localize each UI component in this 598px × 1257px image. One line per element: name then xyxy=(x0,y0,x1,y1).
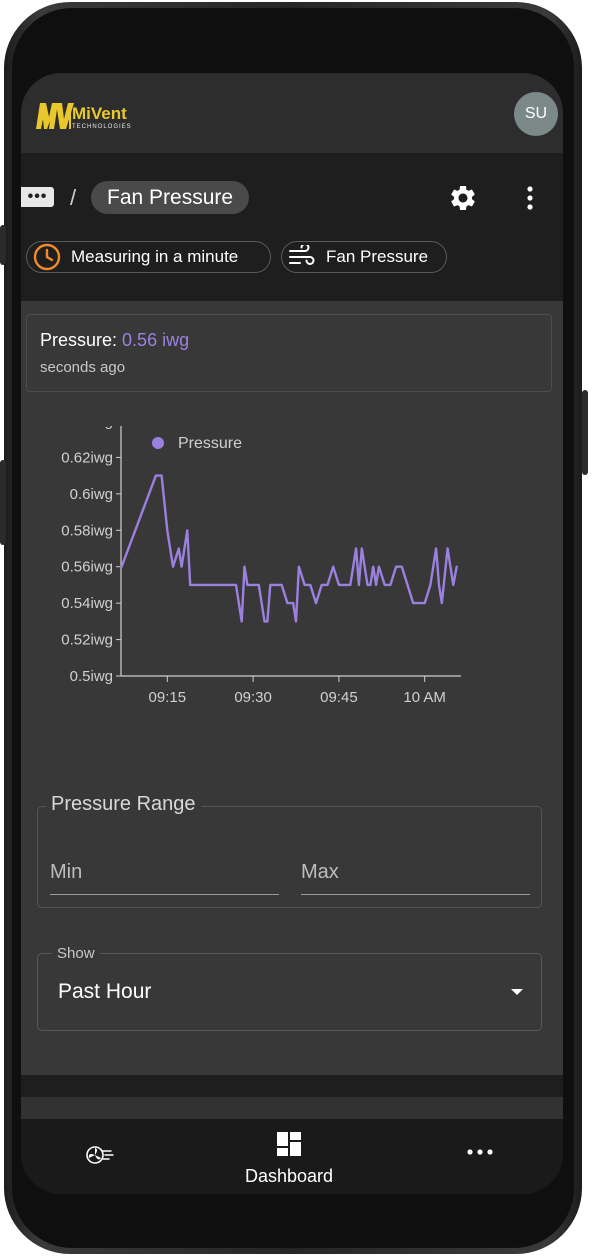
phone-side-button xyxy=(582,390,588,475)
x-tick-label: 09:15 xyxy=(149,689,187,706)
min-input-label: Min xyxy=(50,861,83,883)
user-avatar[interactable]: SU xyxy=(514,92,558,136)
min-input-underline xyxy=(50,894,279,895)
fan-pressure-chip-label: Fan Pressure xyxy=(326,247,429,266)
show-period-select[interactable]: Show Past Hour xyxy=(37,945,542,1031)
logo-subtext: TECHNOLOGIES xyxy=(72,124,132,130)
min-input[interactable]: Min xyxy=(50,845,279,895)
page-header: ••• / Fan Pressure Measuring in a minute xyxy=(21,153,563,301)
phone-side-button xyxy=(0,460,6,545)
dropdown-arrow-icon xyxy=(511,989,523,995)
x-tick-label: 09:45 xyxy=(320,689,358,706)
max-input-label: Max xyxy=(301,861,339,883)
y-tick-label: 0.62iwg xyxy=(61,449,113,466)
pressure-label: Pressure: xyxy=(40,330,118,350)
x-tick-label: 09:30 xyxy=(234,689,272,706)
y-tick-label: 0.5iwg xyxy=(70,668,113,685)
show-select-value: Past Hour xyxy=(58,980,152,1003)
next-card-edge xyxy=(21,1097,563,1119)
nav-dashboard[interactable]: Dashboard xyxy=(239,1131,339,1187)
app-screen: MiVent TECHNOLOGIES SU ••• / Fan Pressur… xyxy=(21,73,563,1194)
max-input[interactable]: Max xyxy=(301,845,530,895)
more-vert-icon[interactable] xyxy=(519,183,541,213)
pressure-value: 0.56 iwg xyxy=(122,330,190,350)
current-pressure-panel: Pressure: 0.56 iwg seconds ago xyxy=(26,314,552,392)
pressure-card: Pressure: 0.56 iwg seconds ago Pressure … xyxy=(21,301,563,1075)
pressure-line-chart: Pressure 0.64iwg 0.62iwg 0.6iwg 0.58iwg 0.56… xyxy=(61,426,461,706)
show-select-label: Show xyxy=(52,945,100,962)
y-tick-label: 0.56iwg xyxy=(61,559,113,576)
logo-text: MiVent xyxy=(72,104,127,123)
legend-marker xyxy=(152,437,164,449)
x-tick-label: 10 AM xyxy=(403,689,446,706)
y-tick-label: 0.52iwg xyxy=(61,632,113,649)
nav-fan-icon[interactable] xyxy=(83,1143,115,1172)
mivent-logo[interactable]: MiVent TECHNOLOGIES xyxy=(34,97,144,138)
measuring-status-label: Measuring in a minute xyxy=(71,247,239,266)
settings-gear-icon[interactable] xyxy=(448,183,478,218)
pressure-range-title: Pressure Range xyxy=(46,793,201,816)
pressure-timestamp: seconds ago xyxy=(40,359,126,376)
nav-dashboard-label: Dashboard xyxy=(244,1166,334,1186)
breadcrumb-current[interactable]: Fan Pressure xyxy=(91,181,250,214)
clock-icon xyxy=(33,243,61,271)
app-bar: MiVent TECHNOLOGIES SU xyxy=(21,73,563,153)
breadcrumb-separator: / xyxy=(70,185,77,210)
y-tick-label: 0.64iwg xyxy=(61,426,113,430)
pressure-readout: Pressure: 0.56 iwg xyxy=(40,330,189,351)
breadcrumb-more-button[interactable]: ••• xyxy=(21,187,54,207)
y-tick-label: 0.54iwg xyxy=(61,595,113,612)
y-tick-label: 0.6iwg xyxy=(70,486,113,503)
phone-side-button xyxy=(0,225,6,265)
pressure-range-group: Pressure Range Min Max xyxy=(37,793,542,908)
dashboard-icon xyxy=(277,1132,301,1156)
air-flow-icon xyxy=(288,245,316,269)
max-input-underline xyxy=(301,894,530,895)
y-tick-label: 0.58iwg xyxy=(61,522,113,539)
measuring-status-chip[interactable]: Measuring in a minute xyxy=(26,241,271,273)
nav-more-horiz-icon[interactable] xyxy=(466,1144,494,1162)
pressure-series-line xyxy=(120,474,458,623)
legend-label: Pressure xyxy=(178,435,242,452)
fan-pressure-chip[interactable]: Fan Pressure xyxy=(281,241,447,273)
bottom-navigation: Dashboard xyxy=(21,1119,563,1194)
